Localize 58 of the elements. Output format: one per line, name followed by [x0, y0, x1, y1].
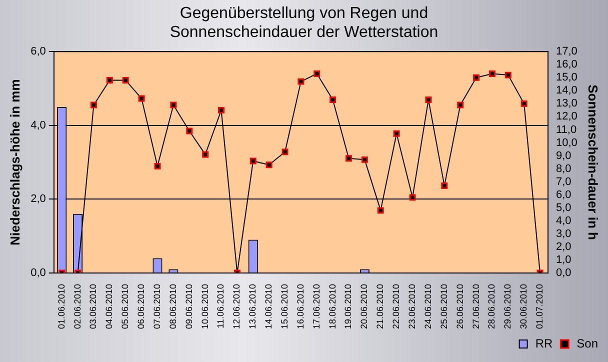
x-tick-label: 16.06.2010: [295, 284, 306, 330]
y2-tick-label: 4,0: [556, 214, 572, 227]
y2-tick-label: 16,0: [556, 58, 578, 71]
y-tick-label: 0,0: [30, 266, 46, 279]
y-axis-title: Niederschlags-höhe in mm: [7, 79, 22, 246]
x-tick-label: 01.07.2010: [534, 284, 545, 330]
x-tick-label: 08.06.2010: [168, 284, 178, 330]
y2-tick-label: 2,0: [556, 240, 572, 253]
x-tick-label: 20.06.2010: [359, 284, 370, 330]
x-tick-label: 17.06.2010: [311, 284, 322, 330]
y2-tick-label: 10,0: [556, 136, 578, 149]
x-tick-label: 14.06.2010: [264, 284, 274, 330]
x-tick-label: 11.06.2010: [216, 284, 226, 328]
x-tick-label: 19.06.2010: [343, 284, 354, 330]
y2-tick-label: 17,0: [556, 46, 578, 58]
y-tick-label: 4,0: [30, 119, 46, 132]
x-tick-label: 27.06.2010: [470, 284, 481, 330]
y2-tick-label: 7,0: [556, 176, 572, 188]
x-tick-label: 29.06.2010: [502, 284, 513, 330]
y2-tick-label: 9,0: [556, 150, 572, 162]
legend-label: Son: [576, 336, 598, 350]
x-tick-label: 07.06.2010: [152, 284, 162, 330]
x-tick-label: 06.06.2010: [136, 284, 146, 330]
x-tick-label: 26.06.2010: [454, 284, 465, 330]
x-tick-label: 15.06.2010: [279, 284, 290, 330]
y2-tick-label: 3,0: [556, 228, 572, 240]
y2-tick-label: 14,0: [556, 84, 578, 97]
y2-tick-label: 0,0: [556, 266, 572, 279]
y2-tick-label: 6,0: [556, 188, 572, 201]
x-tick-label: 01.06.2010: [56, 284, 66, 330]
x-tick-label: 24.06.2010: [422, 284, 433, 330]
x-tick-label: 18.06.2010: [327, 284, 338, 330]
y-tick-label: 2,0: [30, 193, 46, 206]
legend-label: RR: [535, 336, 553, 350]
y2-tick-label: 1,0: [556, 254, 572, 266]
x-tick-label: 09.06.2010: [184, 284, 194, 330]
chart-title: Gegenüberstellung von Regen und Sonnenscheindauer der Wetterstation: [168, 4, 440, 42]
x-tick-label: 12.06.2010: [232, 284, 242, 330]
x-tick-label: 04.06.2010: [104, 284, 114, 330]
y2-tick-label: 11,0: [556, 124, 577, 136]
y2-tick-label: 13,0: [556, 98, 578, 110]
x-tick-label: 10.06.2010: [200, 284, 210, 330]
y2-tick-label: 15,0: [556, 72, 578, 84]
x-tick-label: 30.06.2010: [518, 284, 529, 330]
y-tick-label: 6,0: [30, 46, 46, 58]
y2-tick-label: 8,0: [556, 162, 572, 175]
x-tick-label: 02.06.2010: [72, 284, 82, 330]
x-tick-label: 22.06.2010: [391, 284, 402, 330]
y2-axis-title: Sonnenschein-dauer in h: [586, 84, 601, 240]
x-tick-label: 05.06.2010: [120, 284, 130, 330]
x-tick-label: 21.06.2010: [375, 284, 386, 330]
x-tick-label: 25.06.2010: [438, 284, 449, 330]
x-tick-label: 28.06.2010: [486, 284, 497, 330]
x-tick-label: 13.06.2010: [248, 284, 258, 330]
x-tick-label: 23.06.2010: [406, 284, 417, 330]
y2-tick-label: 12,0: [556, 110, 578, 123]
x-tick-label: 03.06.2010: [88, 284, 98, 330]
y2-tick-label: 5,0: [556, 202, 572, 214]
